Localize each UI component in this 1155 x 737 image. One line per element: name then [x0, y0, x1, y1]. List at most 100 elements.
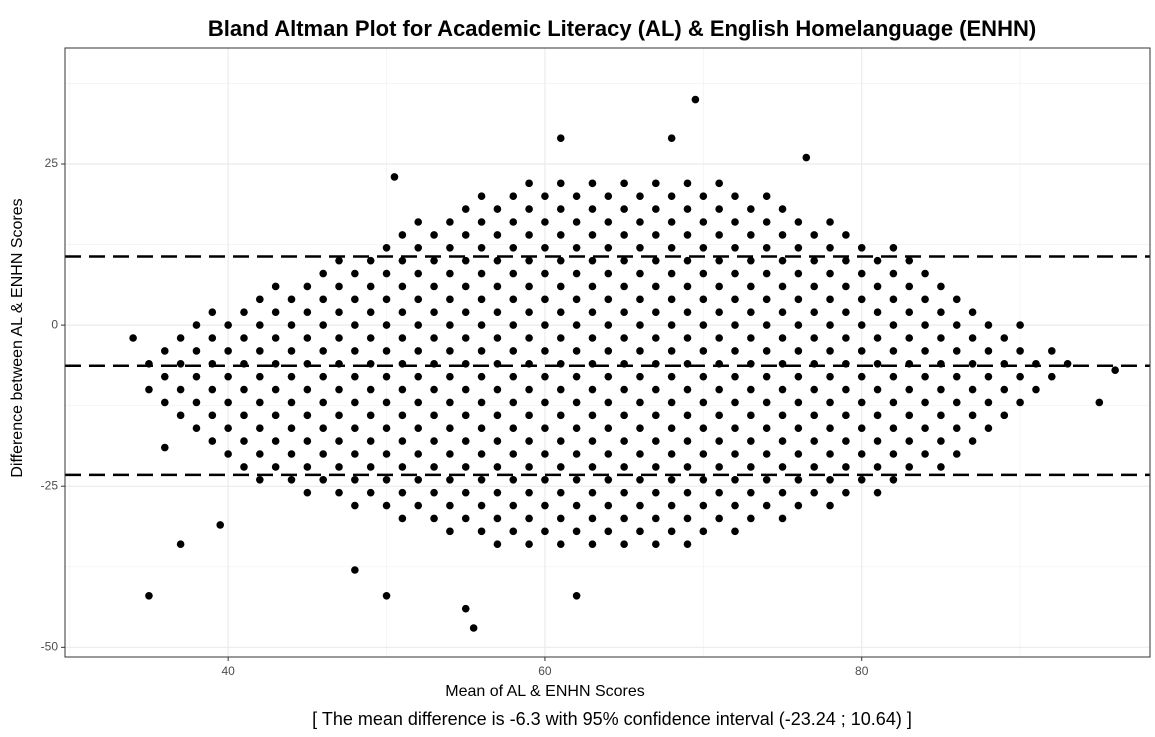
- point: [414, 218, 423, 226]
- point: [572, 398, 581, 407]
- point: [636, 218, 644, 226]
- point: [794, 347, 803, 355]
- point: [525, 282, 533, 291]
- point: [968, 334, 977, 342]
- point: [461, 514, 470, 523]
- point: [366, 463, 375, 471]
- point: [414, 398, 423, 407]
- point: [509, 398, 518, 407]
- caption: [ The mean difference is -6.3 with 95% c…: [312, 709, 912, 729]
- point: [921, 347, 929, 355]
- point: [398, 463, 407, 471]
- point: [541, 295, 549, 304]
- point: [873, 256, 882, 265]
- point: [873, 359, 882, 368]
- point: [652, 179, 660, 188]
- point: [778, 514, 787, 523]
- point: [509, 424, 518, 433]
- point: [731, 295, 739, 304]
- point: [762, 321, 771, 329]
- point: [826, 450, 834, 458]
- point: [715, 334, 723, 342]
- point: [446, 269, 454, 278]
- point: [461, 385, 470, 394]
- point: [509, 243, 518, 252]
- point: [398, 231, 407, 239]
- point: [778, 437, 787, 445]
- point: [905, 334, 914, 342]
- point: [652, 488, 660, 497]
- point: [683, 308, 692, 317]
- point: [652, 437, 660, 445]
- point: [541, 501, 549, 510]
- point: [826, 398, 834, 407]
- point: [446, 398, 454, 407]
- point: [446, 527, 454, 536]
- point: [414, 424, 423, 433]
- point: [715, 256, 723, 265]
- point: [588, 334, 597, 342]
- point: [335, 437, 343, 445]
- point: [620, 411, 628, 420]
- point: [636, 398, 644, 407]
- point: [176, 411, 185, 420]
- point: [160, 398, 169, 407]
- point: [541, 321, 549, 329]
- point: [160, 347, 169, 355]
- point: [398, 411, 407, 420]
- point: [461, 604, 470, 613]
- point: [747, 256, 755, 265]
- point: [461, 308, 470, 317]
- point: [335, 463, 343, 471]
- point: [382, 501, 391, 510]
- point: [556, 463, 565, 471]
- point: [778, 205, 787, 213]
- point: [667, 372, 676, 381]
- point: [620, 282, 628, 291]
- point: [477, 424, 486, 433]
- point: [541, 527, 549, 536]
- point: [873, 488, 882, 497]
- point: [826, 501, 834, 510]
- point: [240, 385, 248, 394]
- point: [762, 347, 771, 355]
- point: [493, 231, 502, 239]
- point: [842, 385, 850, 394]
- point: [271, 359, 280, 368]
- point: [256, 321, 264, 329]
- point: [145, 591, 153, 600]
- point: [857, 450, 866, 458]
- point: [683, 514, 692, 523]
- point: [287, 398, 296, 407]
- point: [556, 540, 565, 549]
- point: [794, 398, 803, 407]
- point: [636, 192, 644, 201]
- point: [1111, 366, 1119, 375]
- point: [271, 437, 280, 445]
- point: [572, 269, 581, 278]
- point: [493, 282, 502, 291]
- point: [968, 308, 977, 317]
- point: [842, 334, 850, 342]
- point: [493, 205, 502, 213]
- point: [240, 411, 248, 420]
- point: [652, 231, 660, 239]
- point: [747, 282, 755, 291]
- point: [398, 256, 407, 265]
- point: [699, 398, 708, 407]
- point: [493, 540, 502, 549]
- point: [604, 321, 613, 329]
- point: [469, 624, 478, 632]
- point: [984, 321, 993, 329]
- point: [319, 424, 327, 433]
- point: [652, 282, 660, 291]
- point: [129, 334, 137, 342]
- point: [747, 437, 755, 445]
- point: [541, 398, 549, 407]
- point: [414, 501, 423, 510]
- point: [382, 398, 391, 407]
- point: [366, 385, 375, 394]
- point: [319, 321, 327, 329]
- point: [794, 218, 803, 226]
- point: [889, 243, 898, 252]
